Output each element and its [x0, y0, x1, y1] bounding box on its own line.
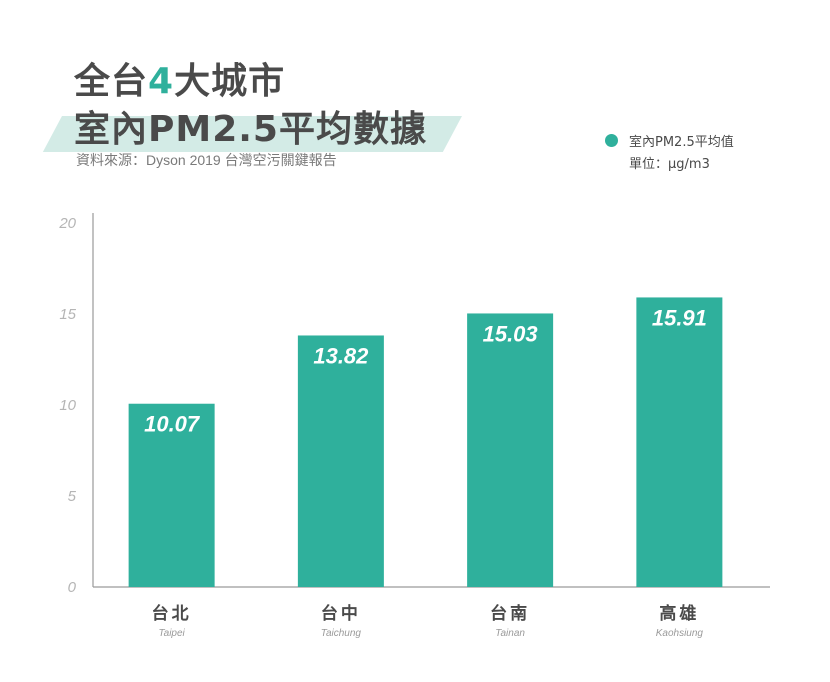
- bar-tainan: [467, 313, 554, 587]
- title-line-1: 全台4大城市: [74, 52, 285, 104]
- title-number: 4: [148, 61, 175, 102]
- title-line-2: 室內PM2.5平均數據: [74, 109, 427, 150]
- bar-value-label-taipei: 10.07: [144, 412, 201, 437]
- x-category-label-taichung: 台中: [321, 603, 361, 624]
- x-category-label-taipei: 台北: [152, 603, 192, 624]
- y-tick-label-15: 15: [59, 306, 76, 323]
- title-part-a: 全台: [74, 61, 149, 102]
- y-tick-label-0: 0: [68, 579, 77, 596]
- bar-kaohsiung: [636, 297, 723, 587]
- x-category-sublabel-tainan: Tainan: [495, 628, 525, 639]
- legend-unit-label: 單位：μg/m3: [629, 157, 710, 172]
- chart-title: 全台4大城市 室內PM2.5平均數據: [42, 40, 482, 152]
- y-tick-label-5: 5: [68, 488, 77, 505]
- bar-taipei: [128, 403, 215, 587]
- x-category-label-tainan: 台南: [490, 603, 530, 624]
- x-category-sublabel-taichung: Taichung: [321, 628, 362, 639]
- legend-swatch-icon: [605, 134, 618, 147]
- x-category-sublabel-taipei: Taipei: [158, 628, 185, 639]
- legend-series-label: 室內PM2.5平均值: [629, 135, 734, 150]
- source-note: 資料來源：Dyson 2019 台灣空污關鍵報告: [76, 152, 337, 168]
- x-category-sublabel-kaohsiung: Kaohsiung: [656, 628, 704, 639]
- y-tick-label-10: 10: [59, 397, 76, 414]
- bar-value-label-kaohsiung: 15.91: [652, 305, 707, 330]
- bar-taichung: [297, 335, 384, 587]
- bar-value-label-tainan: 15.03: [483, 321, 538, 346]
- bar-value-label-taichung: 13.82: [313, 343, 369, 368]
- title-part-c: 大城市: [174, 61, 286, 102]
- y-tick-label-20: 20: [58, 215, 76, 232]
- x-category-label-kaohsiung: 高雄: [659, 603, 699, 624]
